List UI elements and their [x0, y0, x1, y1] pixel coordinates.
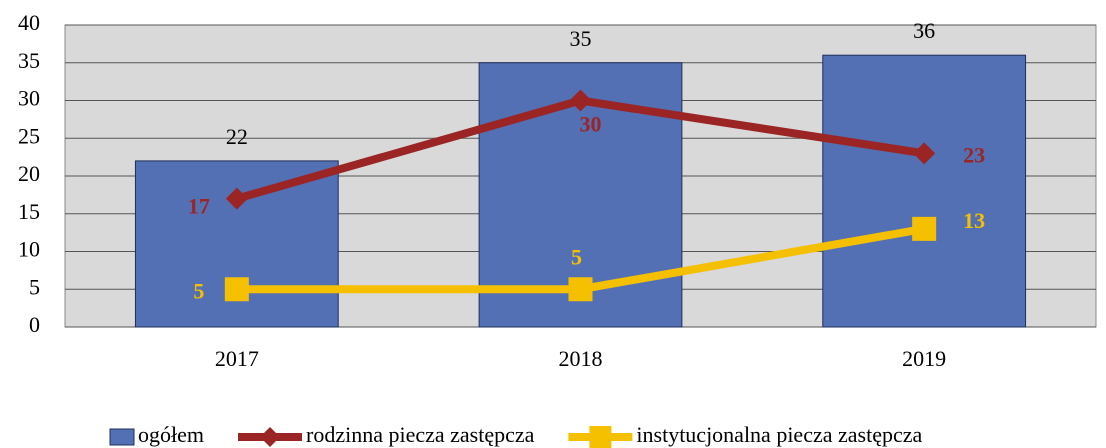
- y-tick-label: 10: [18, 237, 40, 262]
- legend-marker: [589, 426, 612, 448]
- data-label: 13: [963, 208, 985, 233]
- legend: ogółem rodzinna piecza zastępcza instytucj…: [109, 422, 922, 448]
- data-label: 22: [226, 124, 248, 149]
- marker: [225, 187, 248, 210]
- marker: [912, 216, 937, 241]
- data-label: 5: [571, 244, 582, 269]
- y-tick-label: 5: [29, 274, 40, 299]
- y-tick-label: 30: [18, 86, 40, 111]
- data-label: 35: [570, 26, 592, 51]
- y-tick-label: 15: [18, 199, 40, 224]
- data-label: 30: [580, 112, 602, 137]
- legend-label: ogółem: [138, 422, 204, 447]
- y-tick-label: 0: [29, 312, 40, 337]
- legend-label: instytucjonalna piecza zastępcza: [636, 422, 922, 447]
- marker: [224, 277, 249, 302]
- x-tick-label: 2019: [902, 346, 946, 371]
- data-label: 36: [913, 18, 935, 43]
- y-tick-label: 20: [18, 161, 40, 186]
- data-label: 17: [188, 194, 210, 219]
- bar: [822, 54, 1027, 328]
- marker: [913, 142, 936, 165]
- x-tick-label: 2018: [559, 346, 603, 371]
- data-label: 23: [963, 142, 985, 167]
- x-tick-label: 2017: [215, 346, 259, 371]
- marker: [568, 277, 593, 302]
- bar: [134, 160, 339, 328]
- y-tick-label: 25: [18, 123, 40, 148]
- legend-marker: [260, 427, 280, 447]
- legend-swatch: [109, 428, 135, 446]
- y-tick-label: 40: [18, 10, 40, 35]
- marker: [569, 89, 592, 112]
- legend-label: rodzinna piecza zastępcza: [306, 422, 535, 447]
- data-label: 5: [193, 278, 204, 303]
- y-tick-label: 35: [18, 48, 40, 73]
